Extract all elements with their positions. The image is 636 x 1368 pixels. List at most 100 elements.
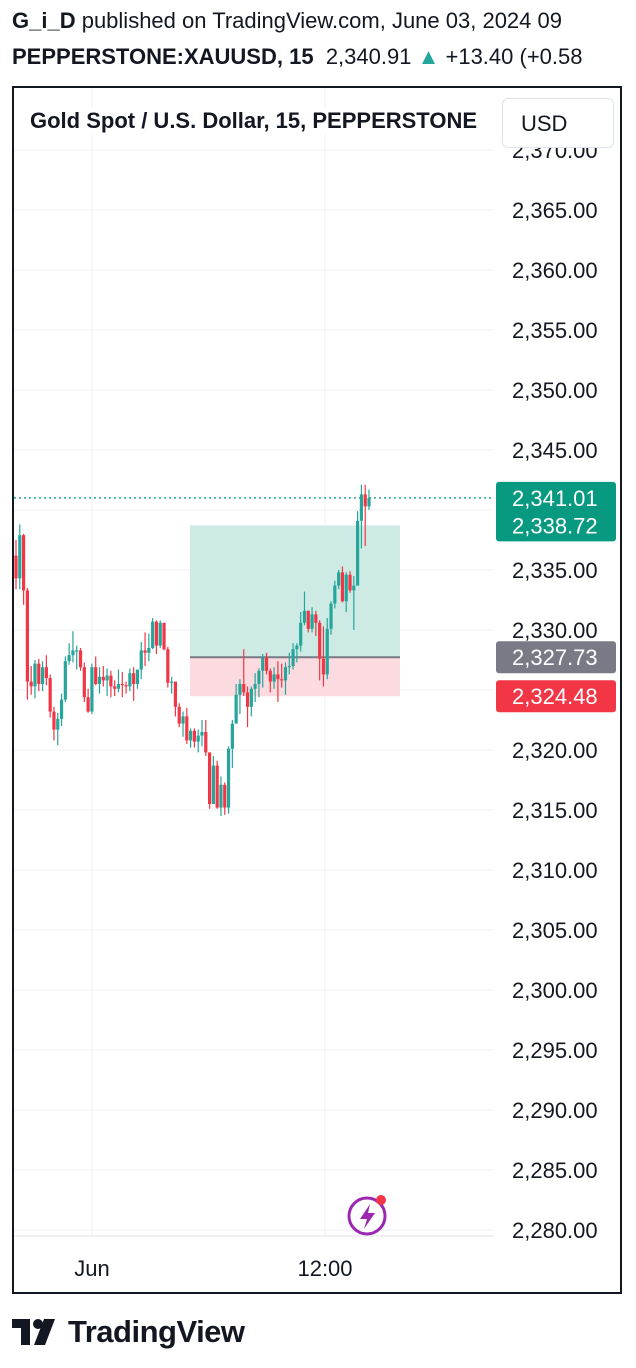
candle-body	[253, 684, 257, 689]
candle-body	[207, 752, 212, 804]
candle-body	[245, 692, 250, 707]
candle-body	[314, 614, 318, 623]
candle-body	[67, 655, 71, 662]
y-tick-label: 2,290.00	[512, 1098, 598, 1123]
candle-body	[264, 657, 269, 671]
candle-body	[14, 555, 18, 579]
candle-body	[352, 585, 356, 591]
candle-body	[154, 621, 159, 646]
y-tick-label: 2,320.00	[512, 738, 598, 763]
y-tick-label: 2,305.00	[512, 918, 598, 943]
candle-body	[56, 718, 60, 730]
candle-body	[295, 645, 299, 650]
candle-body	[302, 610, 307, 623]
candle-body	[196, 735, 200, 742]
candle-body	[101, 676, 105, 681]
candle-body	[318, 622, 322, 659]
y-tick-label: 2,295.00	[512, 1038, 598, 1063]
y-tick-label: 2,280.00	[512, 1218, 598, 1243]
candle-body	[261, 657, 265, 671]
up-arrow-icon: ▲	[417, 44, 440, 69]
candle-body	[287, 666, 291, 668]
candlestick-chart[interactable]: 2,280.00 2,285.00 2,290.00 2,295.00 2,300.00…	[14, 88, 622, 1294]
x-tick-label: Jun	[74, 1256, 109, 1281]
candle-body	[181, 716, 185, 724]
candle-body	[189, 730, 193, 741]
price-label-text: 2,338.72	[512, 513, 598, 538]
candle-body	[291, 649, 295, 666]
price-label-box	[496, 680, 616, 713]
candle-body	[75, 650, 79, 652]
candle-body	[25, 590, 29, 682]
symbol-name: PEPPERSTONE:XAUUSD, 15	[12, 44, 314, 69]
candle-body	[151, 621, 155, 648]
candle-body	[325, 628, 329, 675]
y-tick-label: 2,355.00	[512, 318, 598, 343]
candle-body	[116, 684, 121, 689]
candle-body	[124, 685, 128, 687]
y-tick-label: 2,300.00	[512, 978, 598, 1003]
candle-body	[226, 748, 231, 808]
candle-body	[223, 784, 227, 808]
candle-body	[120, 684, 124, 686]
candle-body	[59, 699, 64, 719]
candle-body	[200, 732, 204, 736]
y-tick-label: 2,315.00	[512, 798, 598, 823]
y-tick-label: 2,310.00	[512, 858, 598, 883]
symbol-line: PEPPERSTONE:XAUUSD, 15 2,340.91 ▲ +13.40…	[12, 44, 583, 70]
candle-body	[135, 669, 140, 684]
chart-title: Gold Spot / U.S. Dollar, 15, PEPPERSTONE	[30, 108, 498, 134]
candle-body	[139, 650, 143, 670]
price-label-box	[496, 481, 616, 514]
candle-body	[48, 678, 52, 712]
stop-loss-zone	[190, 657, 400, 697]
candle-body	[219, 784, 223, 808]
candle-body	[143, 650, 147, 653]
y-tick-label: 2,330.00	[512, 618, 598, 643]
tradingview-logo[interactable]: TradingView	[12, 1312, 245, 1352]
lightning-icon[interactable]	[347, 1195, 387, 1236]
x-tick-label: 12:00	[297, 1256, 352, 1281]
candle-body	[299, 622, 303, 646]
candle-body	[132, 673, 136, 684]
profit-zone	[190, 525, 400, 658]
candle-body	[94, 667, 98, 684]
candle-body	[166, 649, 170, 683]
candle-body	[280, 679, 284, 681]
y-tick-label: 2,345.00	[512, 438, 598, 463]
candle-body	[82, 667, 86, 698]
chart-frame[interactable]: 2,280.00 2,285.00 2,290.00 2,295.00 2,300.00…	[12, 86, 622, 1294]
candle-body	[283, 667, 288, 681]
y-tick-label: 2,365.00	[512, 198, 598, 223]
candle-body	[40, 667, 45, 684]
candle-body	[63, 661, 67, 700]
candle-body	[44, 667, 48, 678]
currency-button[interactable]: USD	[502, 98, 614, 148]
candle-body	[147, 648, 151, 653]
candle-body	[185, 716, 189, 741]
candle-body	[242, 684, 246, 693]
candle-body	[158, 622, 162, 646]
candle-body	[177, 706, 181, 724]
y-tick-label: 2,350.00	[512, 378, 598, 403]
candle-body	[105, 675, 109, 681]
candle-body	[344, 574, 348, 602]
candle-body	[367, 498, 371, 507]
candle-body	[128, 673, 132, 687]
candle-body	[170, 681, 174, 683]
candle-body	[109, 675, 113, 687]
candle-body	[363, 494, 367, 507]
candle-body	[306, 610, 310, 629]
publish-line: G_i_D published on TradingView.com, June…	[12, 8, 562, 34]
candle-body	[97, 676, 102, 684]
candle-body	[78, 650, 83, 668]
candle-body	[29, 681, 33, 687]
candle-body	[33, 663, 37, 687]
candle-body	[86, 697, 90, 712]
candle-body	[90, 667, 94, 712]
candle-body	[276, 674, 280, 680]
candle-body	[192, 730, 196, 742]
candle-body	[348, 574, 352, 591]
y-tick-label: 2,285.00	[512, 1158, 598, 1183]
tradingview-wordmark: TradingView	[68, 1314, 245, 1349]
